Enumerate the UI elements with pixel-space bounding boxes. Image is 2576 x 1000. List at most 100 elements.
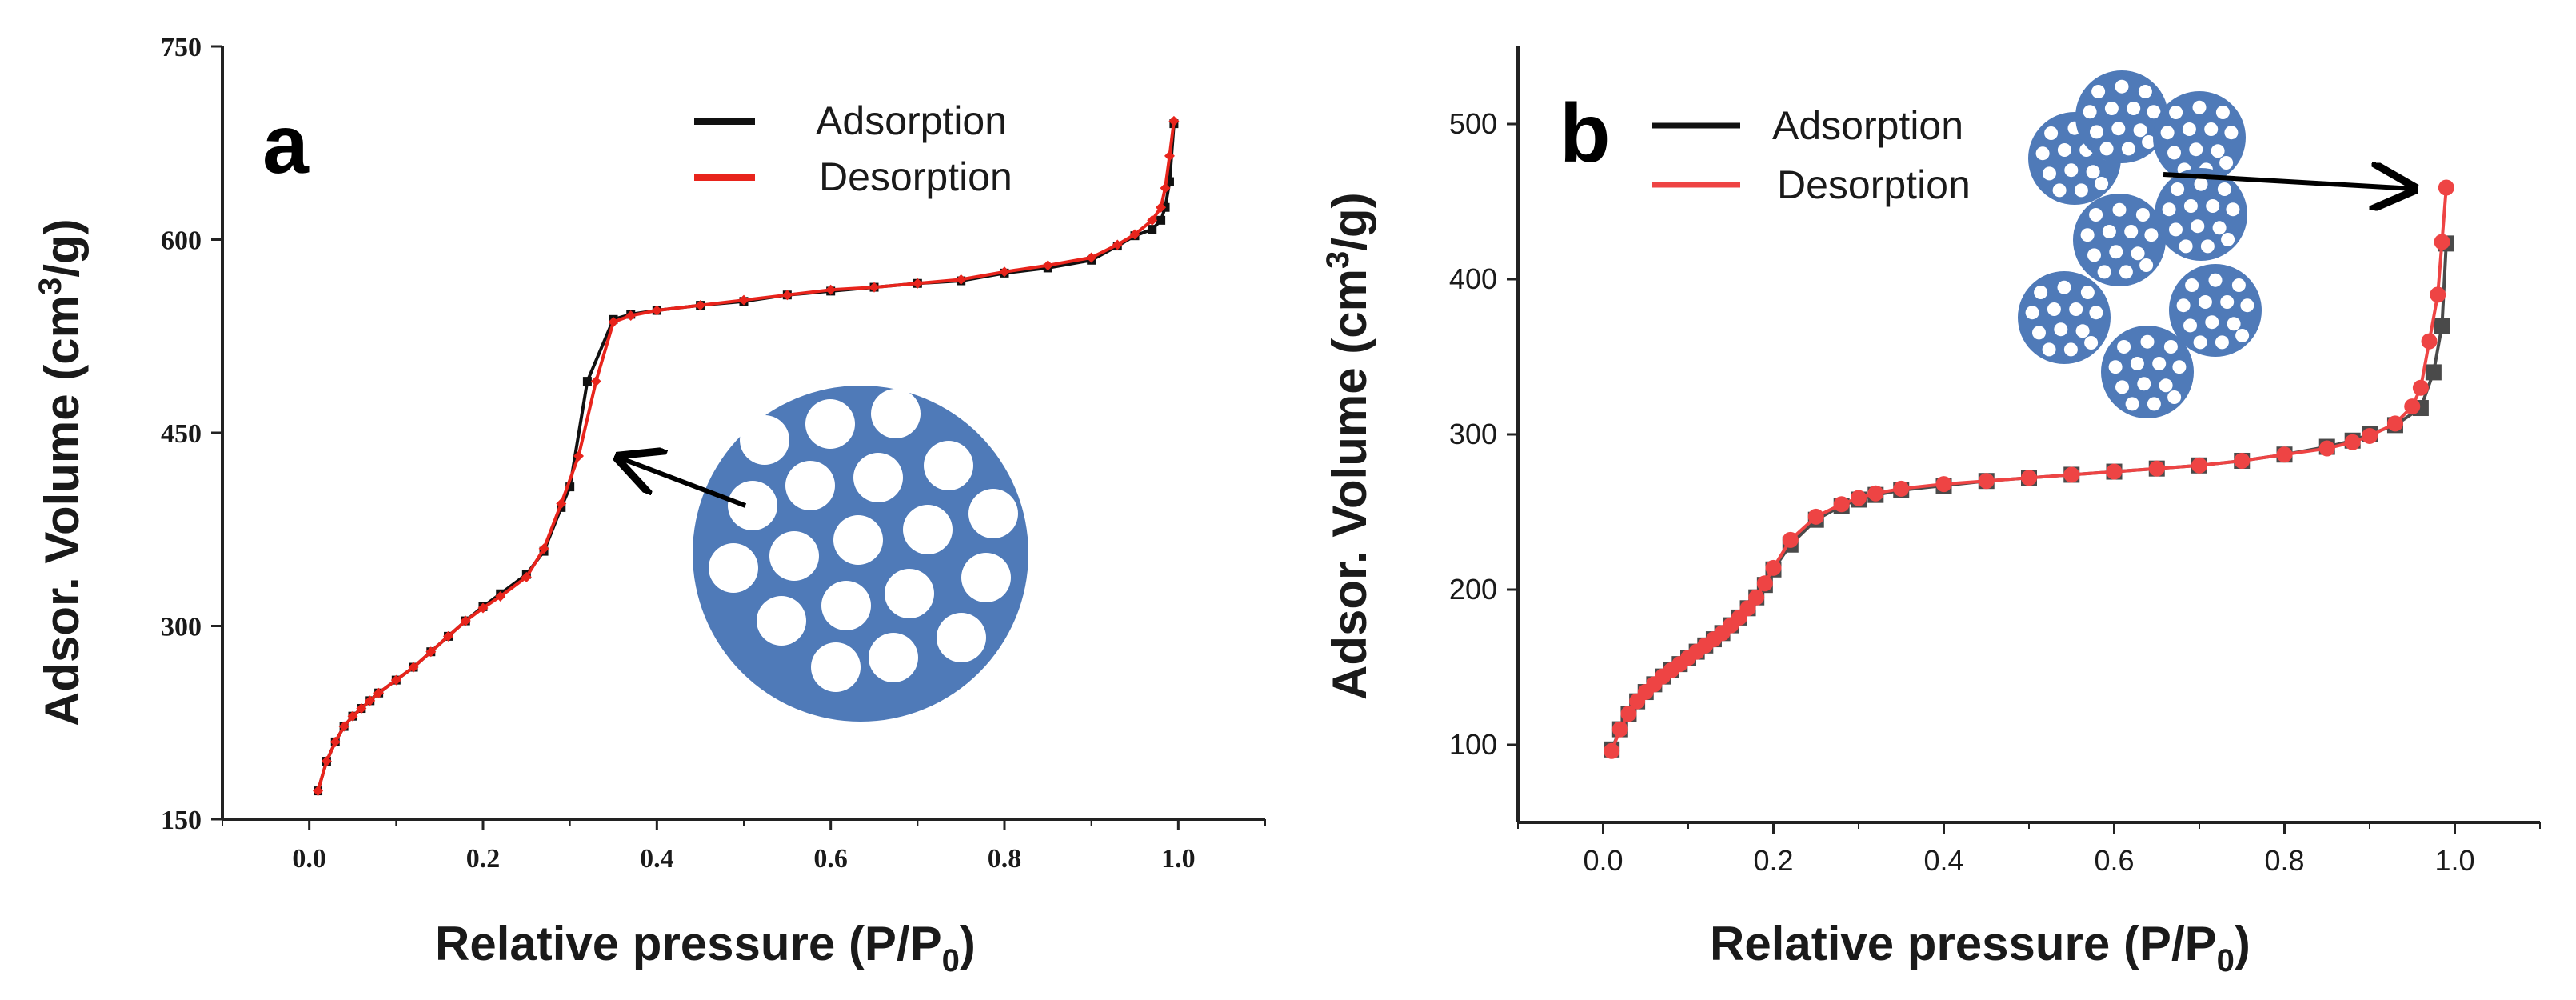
panel-a-point-adsorption: [1156, 215, 1166, 225]
cluster-pore: [2117, 340, 2131, 354]
panel-a-point-desorption: [1042, 260, 1053, 271]
cluster-pore: [2135, 208, 2150, 222]
panel-b-y-tick-label: 100: [1449, 728, 1497, 761]
panel-a-pore-illustration: [693, 386, 1028, 722]
cluster-pore: [2034, 286, 2048, 299]
panel-b-y-axis-title-sup: 3: [1320, 251, 1356, 269]
cluster-pore: [2084, 336, 2099, 350]
cluster-pore: [2133, 123, 2147, 138]
panel-a-point-desorption: [781, 290, 793, 301]
panel-b-y-tick-label: 400: [1449, 262, 1497, 295]
cluster-pore: [2080, 286, 2095, 299]
panel-a-x-tick-label: 0.2: [466, 844, 501, 874]
panel-b-x-tick-label: 0.4: [1923, 844, 1963, 877]
panel-a-point-desorption: [695, 300, 706, 311]
cluster-pore: [2240, 298, 2254, 313]
panel-b-y-axis-title: Adsor. Volume (cm3/g): [1320, 192, 1376, 700]
panel-b-point-adsorption: [2434, 318, 2450, 334]
panel-a-point-desorption: [338, 721, 349, 732]
cluster-pore: [2043, 166, 2056, 181]
panel-b-point-desorption: [2234, 452, 2251, 469]
cluster-pore: [2074, 183, 2088, 198]
cluster-pore: [2035, 146, 2050, 161]
panel-a-point-desorption: [1156, 202, 1167, 213]
panel-a-chart: 0.0 0.2 0.4 0.6 0.8 1.0 150 300 450 600 750: [33, 33, 1266, 978]
cluster-pore: [2044, 126, 2059, 140]
panel-b-series-line-desorption: [1610, 187, 2448, 752]
cluster-pore: [2205, 315, 2219, 330]
cluster-pore: [2109, 245, 2123, 259]
panel-a-point-desorption: [956, 274, 967, 285]
panel-b-point-desorption: [2412, 379, 2429, 396]
panel-a-point-desorption: [1086, 252, 1097, 263]
cluster-pore: [2137, 377, 2151, 391]
panel-a-point-desorption: [329, 736, 341, 747]
cluster-pore: [2162, 202, 2176, 217]
panel-a-y-tick-label: 600: [161, 226, 202, 256]
panel-b-x-axis-title-sub: 0: [2217, 943, 2235, 978]
panel-b-point-desorption: [2434, 234, 2450, 250]
panel-a-x-axis-title-close: ): [960, 917, 976, 970]
panel-b-point-desorption: [2191, 457, 2207, 474]
cluster-pore: [2063, 342, 2078, 357]
panel-a-point-desorption: [573, 450, 585, 462]
panel-a-point-desorption: [651, 305, 662, 316]
cluster-pore: [2139, 258, 2154, 272]
panel-a-point-desorption: [408, 662, 419, 673]
cluster-pore: [2112, 202, 2127, 217]
cluster-pore: [2130, 357, 2144, 370]
cluster-pore: [2080, 228, 2095, 242]
panel-b-point-desorption: [2362, 427, 2378, 444]
panel-a-x-axis-title-sub: 0: [942, 943, 960, 978]
cluster-pore: [2052, 183, 2067, 198]
cluster-pore: [2047, 302, 2061, 316]
cluster-pore: [2057, 280, 2071, 294]
cluster-pore: [2099, 142, 2114, 156]
panel-b-point-desorption: [1604, 742, 1620, 759]
panel-a-point-desorption: [869, 282, 880, 293]
cluster-pore: [2121, 142, 2135, 156]
cluster-pore: [2042, 342, 2056, 357]
panel-b-point-desorption: [1620, 706, 1637, 722]
panel-a-point-adsorption: [582, 377, 592, 386]
panel-a-x-tick-label: 0.0: [292, 844, 326, 874]
cluster-pore: [2064, 163, 2079, 178]
cluster-pore: [2169, 106, 2183, 119]
cluster-pore: [2172, 360, 2187, 374]
panel-b-annotation-arrow: [2163, 174, 2414, 189]
panel-a-x-tick-label: 1.0: [1161, 844, 1196, 874]
cluster-pore: [2208, 273, 2223, 287]
panel-b-point-desorption: [2421, 333, 2438, 350]
cluster-pore: [2231, 278, 2246, 292]
panel-b-point-desorption: [1756, 575, 1773, 592]
panel-a-legend-desorption: Desorption: [819, 154, 1012, 199]
cluster-pore: [2104, 102, 2119, 115]
panel-b-point-desorption: [1765, 559, 1782, 576]
panel-a-point-desorption: [608, 317, 619, 328]
panel-a-y-axis-title-close: /g): [35, 218, 89, 277]
panel-b-point-desorption: [1893, 480, 1910, 497]
panel-a-x-axis-title: Relative pressure (P/P0): [435, 917, 976, 978]
panel-b-x-tick-label: 0.0: [1583, 844, 1623, 877]
panel-a-point-desorption: [999, 266, 1010, 278]
panel-a-letter: a: [262, 98, 310, 191]
cluster-pore: [2152, 357, 2167, 370]
panel-a-point-desorption: [738, 294, 749, 306]
cluster-pore: [2183, 199, 2198, 213]
panel-b-point-desorption: [1739, 600, 1756, 617]
panel-b-point-desorption: [2344, 434, 2361, 450]
panel-a-point-adsorption: [565, 482, 575, 492]
panel-b-point-desorption: [1833, 496, 1850, 513]
cluster-pore: [2189, 142, 2203, 157]
panel-b-x-tick-label: 0.8: [2264, 844, 2304, 877]
panel-a-legend-adsorption: Adsorption: [816, 98, 1007, 143]
panel-a-point-desorption: [825, 284, 837, 295]
cluster-pore: [2167, 146, 2181, 160]
panel-a-point-adsorption: [1164, 177, 1174, 186]
cluster-pore: [2119, 265, 2133, 279]
cluster-pore: [2095, 177, 2109, 190]
cluster-pore: [2127, 102, 2141, 115]
cluster-pore: [2220, 295, 2235, 309]
cluster-pore: [2227, 317, 2241, 331]
cluster-pore: [2182, 122, 2196, 136]
